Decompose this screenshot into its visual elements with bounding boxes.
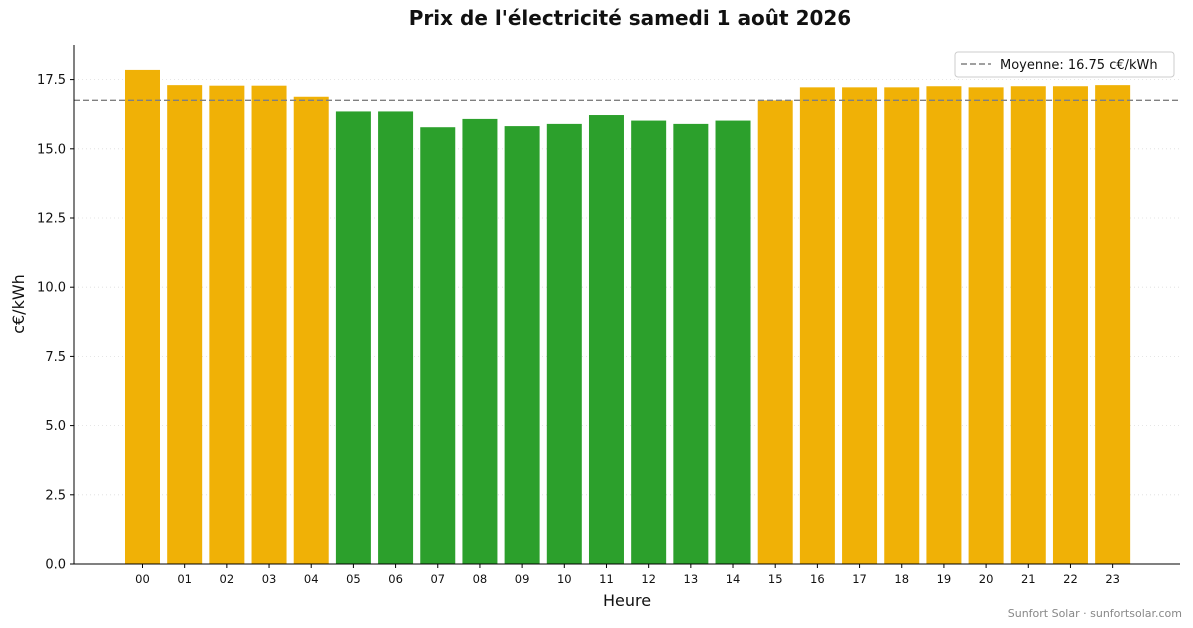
bar-hour-14: [715, 120, 751, 564]
axes: [73, 45, 1180, 565]
x-tick-label: 10: [557, 572, 572, 586]
bar-hour-23: [1095, 85, 1131, 565]
y-tick-label: 15.0: [37, 142, 66, 157]
x-tick-label: 15: [768, 572, 783, 586]
bar-hour-21: [1010, 86, 1046, 565]
y-tick-label: 0.0: [45, 558, 66, 573]
bar-hour-01: [167, 85, 203, 565]
x-axis-label: Heure: [603, 591, 651, 610]
bar-hour-15: [757, 100, 793, 565]
x-tick-label: 09: [515, 572, 530, 586]
bar-hour-11: [588, 115, 624, 565]
legend: Moyenne: 16.75 c€/kWh: [954, 51, 1175, 78]
bar-hour-02: [209, 85, 245, 564]
footer-credit: Sunfort Solar · sunfortsolar.com: [1008, 607, 1182, 620]
x-tick-label: 23: [1105, 572, 1120, 586]
x-tick-label: 16: [810, 572, 825, 586]
bar-hour-19: [926, 86, 962, 565]
bar-hour-00: [125, 69, 160, 565]
y-ticks: 0.0 2.5 5.0 7.5 10.0 12.5 15.0 17.5: [37, 73, 74, 573]
x-tick-label: 19: [937, 572, 952, 586]
x-tick-label: 07: [430, 572, 445, 586]
bar-hour-18: [884, 87, 920, 564]
chart-title: Prix de l'électricité samedi 1 août 2026: [409, 6, 851, 30]
x-ticks: 00 01 02 03 04 05 06 07 08 09 10 11 12 13 14 15 16 17 18 19…: [135, 564, 1120, 586]
y-tick-label: 2.5: [45, 488, 66, 503]
bar-hour-08: [462, 118, 498, 564]
x-tick-label: 18: [894, 572, 909, 586]
y-tick-label: 17.5: [37, 73, 66, 88]
x-tick-label: 14: [726, 572, 741, 586]
bar-hour-20: [968, 87, 1004, 564]
bar-hour-04: [293, 96, 329, 564]
x-tick-label: 02: [220, 572, 235, 586]
legend-label: Moyenne: 16.75 c€/kWh: [1000, 58, 1158, 73]
x-tick-label: 06: [388, 572, 403, 586]
bar-hour-05: [335, 111, 371, 564]
bar-hour-09: [504, 126, 540, 564]
x-tick-label: 03: [262, 572, 277, 586]
x-tick-label: 13: [684, 572, 699, 586]
y-tick-label: 7.5: [45, 350, 66, 365]
bar-hour-17: [842, 87, 878, 564]
x-tick-label: 17: [852, 572, 867, 586]
x-tick-label: 01: [177, 572, 192, 586]
bar-hour-22: [1052, 86, 1088, 565]
x-tick-label: 12: [641, 572, 656, 586]
y-tick-label: 10.0: [37, 281, 66, 296]
bar-hour-12: [631, 120, 667, 564]
x-tick-label: 22: [1063, 572, 1078, 586]
x-tick-label: 21: [1021, 572, 1036, 586]
bar-hour-16: [799, 87, 835, 564]
bar-hour-07: [420, 127, 456, 565]
y-axis-label: c€/kWh: [9, 274, 28, 334]
y-tick-label: 12.5: [37, 212, 66, 227]
legend-box: [954, 51, 1175, 78]
bar-hour-13: [673, 123, 709, 564]
x-tick-label: 00: [135, 572, 150, 586]
x-tick-label: 11: [599, 572, 614, 586]
x-tick-label: 05: [346, 572, 361, 586]
bars: [125, 69, 1131, 565]
bar-hour-10: [546, 123, 582, 564]
x-tick-label: 20: [979, 572, 994, 586]
bar-hour-06: [378, 111, 414, 564]
x-tick-label: 04: [304, 572, 319, 586]
y-tick-label: 5.0: [45, 419, 66, 434]
bar-hour-03: [251, 85, 287, 564]
x-tick-label: 08: [473, 572, 488, 586]
